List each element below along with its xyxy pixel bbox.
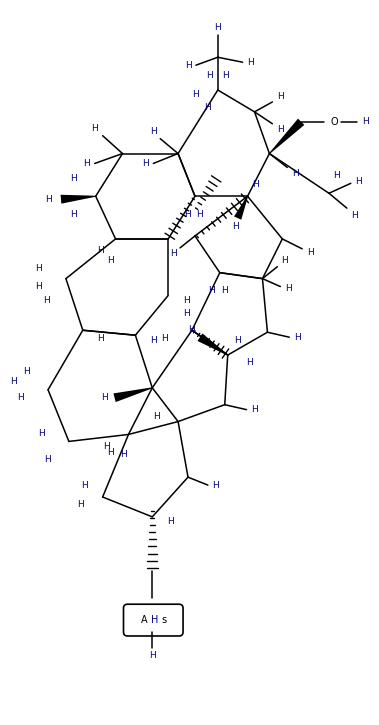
Text: H: H [334,171,340,180]
Polygon shape [61,195,96,204]
Text: H: H [307,248,313,257]
Text: H: H [150,127,157,136]
Text: H: H [153,412,160,421]
Polygon shape [197,334,228,355]
FancyBboxPatch shape [124,604,183,636]
Text: H: H [213,481,219,489]
Text: H: H [222,70,229,80]
Polygon shape [269,119,304,154]
Text: H: H [183,309,190,318]
Text: H: H [277,93,284,102]
Text: s: s [161,615,167,625]
Text: H: H [246,358,253,368]
Text: H: H [45,195,52,204]
Text: H: H [189,325,195,334]
Text: H: H [97,247,104,255]
Text: H: H [44,455,50,464]
Text: H: H [277,125,284,134]
Text: H: H [150,615,158,625]
Text: H: H [183,296,190,305]
Text: H: H [81,481,88,489]
Text: H: H [184,210,190,219]
Text: H: H [251,405,258,414]
Text: H: H [252,180,259,189]
Text: H: H [70,174,77,183]
Text: H: H [197,210,203,219]
Text: H: H [285,284,292,293]
Text: H: H [83,159,90,168]
Text: H: H [107,448,114,457]
Text: H: H [356,177,362,186]
Text: H: H [103,442,110,451]
Text: H: H [362,117,369,126]
Text: H: H [207,70,213,80]
Text: H: H [215,23,221,32]
Text: H: H [294,333,301,341]
Text: H: H [91,124,98,133]
Text: H: H [142,159,149,168]
Text: A: A [141,615,148,625]
Text: H: H [150,336,157,344]
Text: H: H [247,58,254,67]
Polygon shape [234,196,248,220]
Text: H: H [351,210,358,220]
Text: H: H [292,169,299,178]
Polygon shape [113,387,152,402]
Text: H: H [281,256,288,265]
Text: H: H [107,256,114,265]
Text: O: O [330,117,338,127]
Text: H: H [193,91,199,99]
Text: H: H [185,61,191,70]
Text: H: H [208,286,215,295]
Text: H: H [232,222,239,231]
Text: H: H [161,334,168,343]
Text: H: H [23,368,30,376]
Text: H: H [17,393,23,402]
Text: H: H [101,393,108,402]
Text: H: H [205,104,211,112]
Text: H: H [43,296,49,305]
Text: H: H [70,210,77,219]
Text: H: H [77,500,84,510]
Text: H: H [221,286,228,295]
Text: H: H [149,651,156,660]
Text: H: H [120,450,127,459]
Text: H: H [10,377,17,386]
Text: H: H [35,264,41,273]
Text: H: H [170,249,177,258]
Text: H: H [234,336,241,344]
Text: H: H [38,429,44,438]
Text: H: H [35,282,41,291]
Text: H: H [97,334,104,343]
Text: H: H [167,518,174,526]
